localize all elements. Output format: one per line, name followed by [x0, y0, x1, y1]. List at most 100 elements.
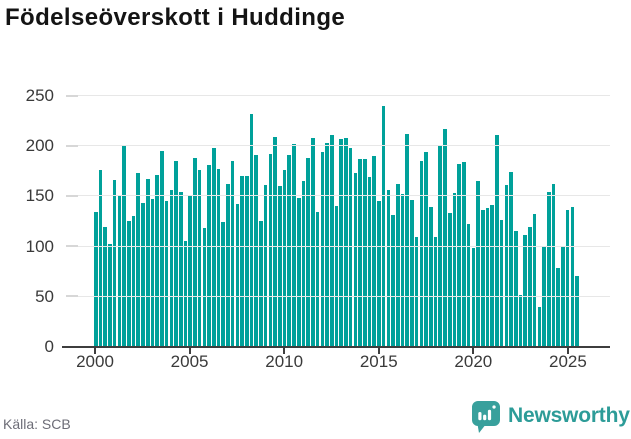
bar	[400, 194, 405, 346]
bars-container	[94, 95, 580, 346]
bar	[150, 199, 155, 346]
newsworthy-logo[interactable]: Newsworthy	[472, 401, 630, 437]
y-axis-label: 250	[25, 86, 54, 105]
x-axis-label: 2015	[359, 352, 398, 371]
bar	[131, 216, 136, 346]
bar	[339, 139, 343, 346]
bar	[377, 201, 381, 346]
bar	[117, 195, 122, 346]
bar	[306, 158, 310, 346]
bar	[367, 177, 372, 346]
bar	[311, 138, 315, 346]
y-axis-label: 100	[25, 236, 54, 256]
newsworthy-wordmark: Newsworthy	[508, 404, 630, 427]
bar	[160, 151, 164, 346]
x-axis-label: 2020	[454, 352, 493, 371]
bar	[443, 129, 447, 346]
x-axis-label: 2025	[549, 352, 587, 371]
bar	[145, 179, 150, 346]
bar	[523, 234, 527, 346]
bar	[226, 184, 230, 346]
gridline	[67, 295, 610, 297]
bar	[537, 306, 542, 346]
bar	[259, 220, 263, 346]
bar	[221, 221, 225, 346]
gridline	[67, 145, 610, 147]
bar	[273, 137, 277, 346]
source-label: Källa: SCB	[3, 416, 71, 432]
bar	[174, 161, 178, 346]
x-axis-tick	[283, 348, 286, 354]
bar	[263, 185, 268, 346]
bar	[240, 176, 244, 346]
bar	[282, 170, 287, 346]
bar	[94, 212, 98, 346]
bar	[518, 294, 523, 346]
bar	[211, 148, 216, 346]
y-axis-tick	[66, 94, 78, 97]
bar	[452, 193, 457, 346]
bar	[207, 165, 211, 346]
bar	[136, 173, 141, 346]
bar	[296, 198, 301, 346]
bar	[485, 208, 490, 346]
bar	[570, 207, 575, 346]
y-axis-label: 200	[25, 136, 54, 156]
bar	[183, 240, 188, 346]
bar	[230, 161, 235, 346]
bar	[348, 148, 353, 346]
bar	[353, 173, 358, 346]
bar	[141, 203, 145, 346]
bar	[164, 201, 169, 346]
gridline	[67, 195, 610, 197]
x-axis-tick	[188, 348, 191, 354]
bar	[547, 192, 551, 346]
bar	[325, 143, 329, 346]
bar	[287, 155, 292, 346]
bar	[480, 210, 485, 346]
bar	[127, 220, 131, 346]
bar	[457, 164, 461, 346]
newsworthy-speech-bubble-icon	[472, 401, 500, 434]
bar	[424, 152, 428, 346]
bar	[372, 156, 376, 346]
gridline	[67, 245, 610, 247]
x-axis-label: 2010	[265, 352, 304, 371]
bar	[169, 190, 174, 346]
x-axis-tick	[472, 348, 475, 354]
bar	[292, 144, 296, 346]
bar	[504, 185, 509, 346]
bar	[245, 176, 249, 346]
bar	[202, 227, 207, 346]
bar	[447, 213, 452, 346]
bar	[565, 210, 570, 346]
bar	[396, 184, 400, 346]
bar	[216, 169, 221, 346]
bar	[391, 215, 395, 346]
bar	[301, 181, 306, 346]
y-axis-label: 0	[44, 337, 54, 356]
x-axis-tick	[94, 348, 96, 354]
bar	[551, 184, 556, 346]
bar	[476, 181, 480, 346]
bar	[235, 204, 240, 346]
bar	[344, 138, 348, 346]
bar	[414, 236, 419, 346]
bar	[197, 170, 202, 346]
bar	[329, 135, 334, 346]
bar	[499, 219, 504, 346]
bar	[495, 135, 499, 346]
gridline	[67, 95, 610, 96]
bar	[254, 155, 259, 346]
bar	[429, 207, 433, 346]
bar	[334, 206, 339, 346]
x-axis-tick	[377, 348, 380, 354]
bar	[268, 154, 273, 346]
y-axis-tick	[66, 245, 78, 248]
bar	[419, 161, 424, 346]
bar	[509, 172, 513, 346]
bar	[466, 223, 471, 346]
x-axis-label: 2005	[170, 352, 209, 371]
bar	[405, 134, 410, 346]
